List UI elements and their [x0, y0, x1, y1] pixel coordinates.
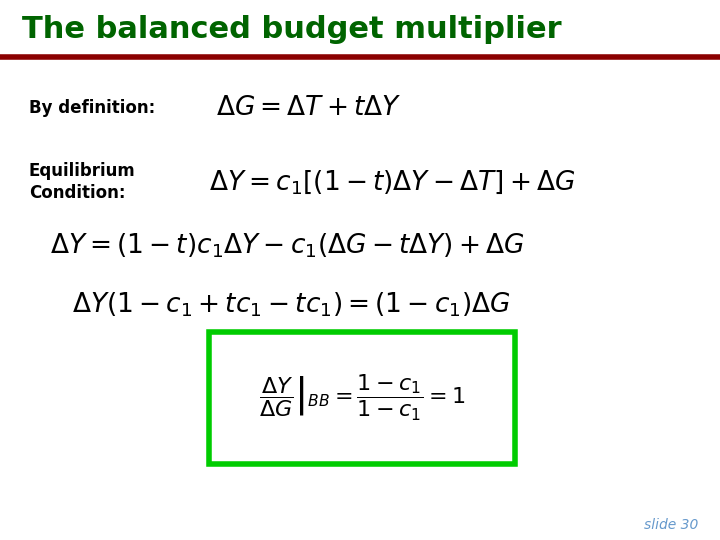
Text: $\Delta Y(1 - c_1 + tc_1 - tc_1) = (1 - c_1)\Delta G$: $\Delta Y(1 - c_1 + tc_1 - tc_1) = (1 - …	[72, 291, 510, 319]
Text: Equilibrium: Equilibrium	[29, 162, 135, 180]
FancyBboxPatch shape	[209, 332, 515, 464]
Text: Condition:: Condition:	[29, 184, 125, 202]
Text: $\left.\dfrac{\Delta Y}{\Delta G}\right|_{BB} = \dfrac{1-c_1}{1-c_1} = 1$: $\left.\dfrac{\Delta Y}{\Delta G}\right|…	[259, 373, 465, 423]
Text: slide 30: slide 30	[644, 518, 698, 532]
Text: $\Delta G = \Delta T + t\Delta Y$: $\Delta G = \Delta T + t\Delta Y$	[216, 95, 402, 121]
Text: $\Delta Y = c_1[(1-t)\Delta Y - \Delta T] + \Delta G$: $\Delta Y = c_1[(1-t)\Delta Y - \Delta T…	[209, 168, 575, 196]
Text: The balanced budget multiplier: The balanced budget multiplier	[22, 15, 561, 44]
Text: $\Delta Y = (1-t)c_1\Delta Y - c_1(\Delta G - t\Delta Y) + \Delta G$: $\Delta Y = (1-t)c_1\Delta Y - c_1(\Delt…	[50, 232, 525, 260]
Text: By definition:: By definition:	[29, 99, 155, 117]
